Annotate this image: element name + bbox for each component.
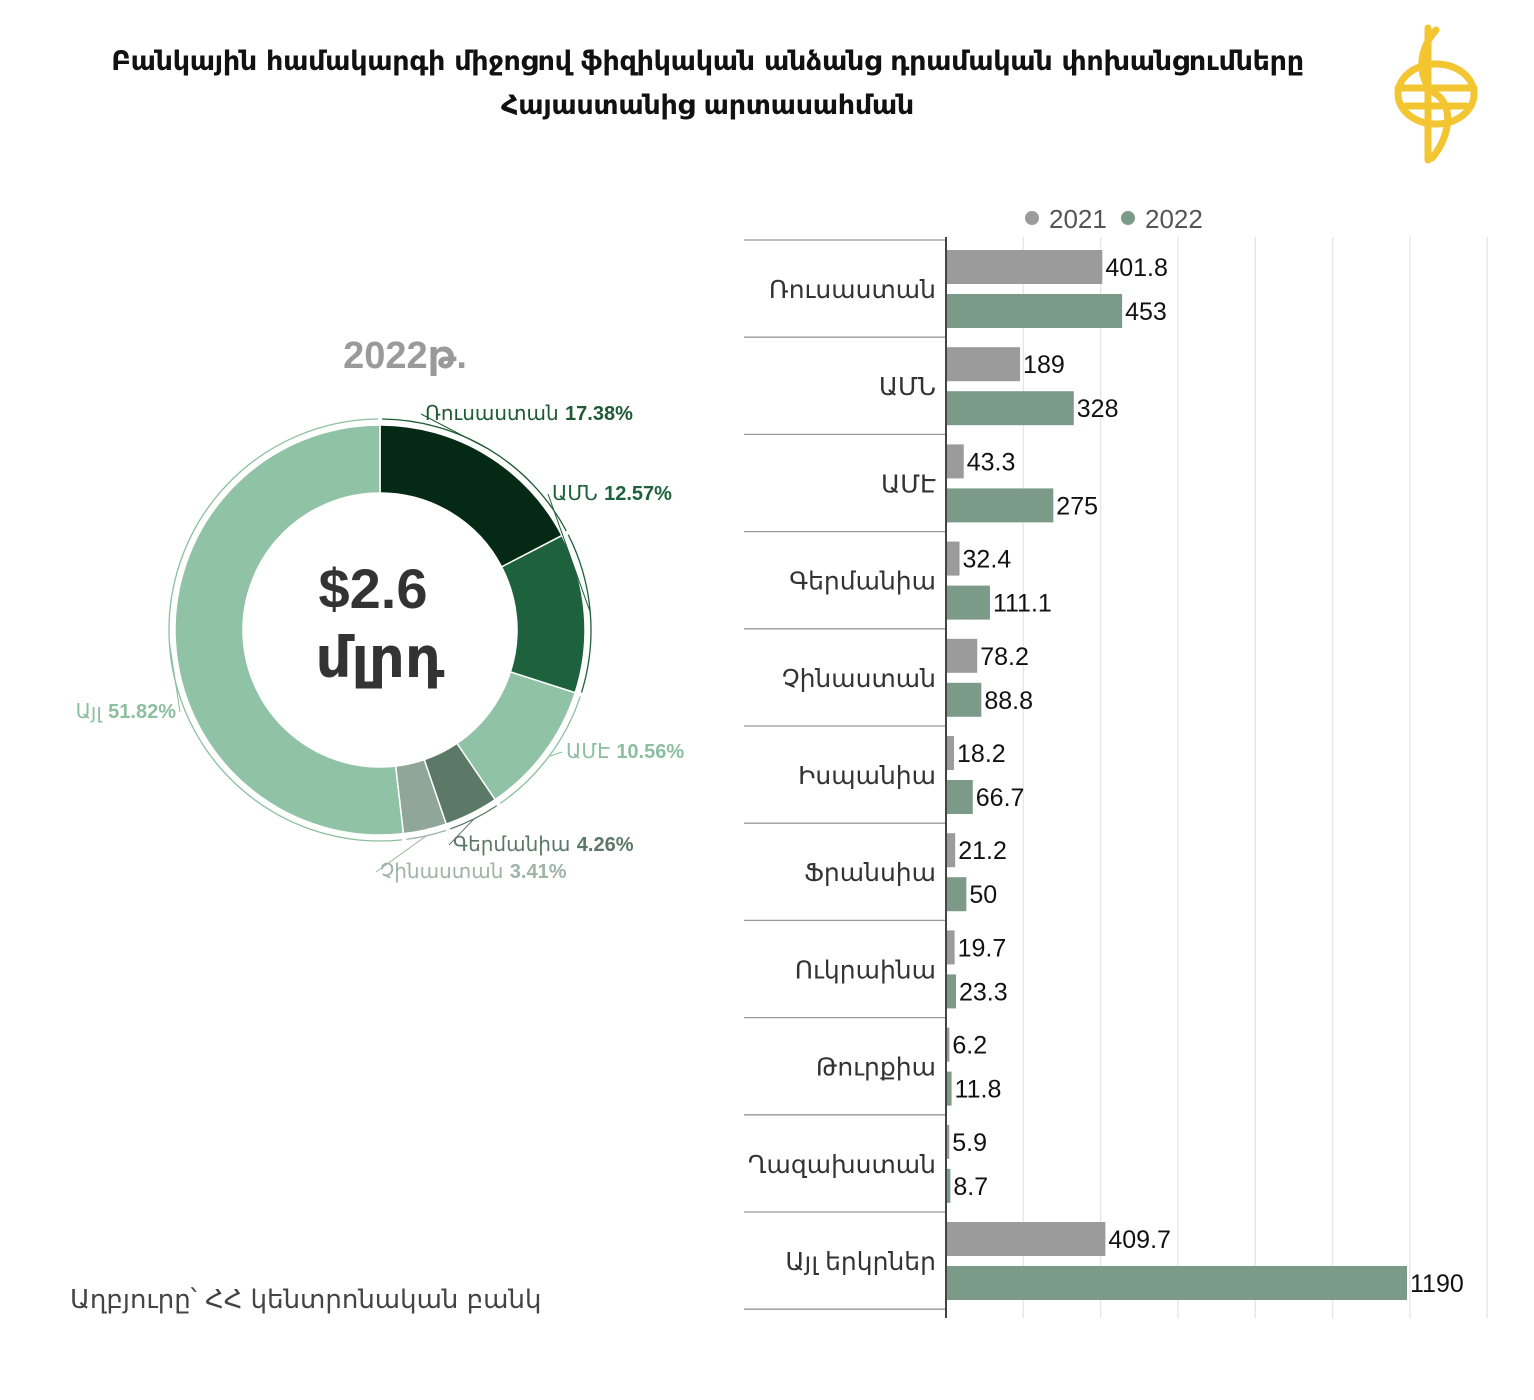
- bar-value-label: 275: [1056, 492, 1098, 520]
- donut-slice-label: ԱՄԷ 10.56%: [566, 739, 684, 763]
- donut-center-line-1: $2.6: [319, 557, 428, 620]
- donut-leader: [449, 805, 498, 830]
- bar-2022: [947, 877, 967, 912]
- bar-value-label: 401.8: [1105, 254, 1168, 282]
- bar-2021: [947, 736, 955, 770]
- bar-value-label: 453: [1125, 298, 1167, 326]
- chart-title: Բանկային համակարգի միջոցով ֆիզիկական անձ…: [0, 40, 1415, 128]
- category-label: Գերմանիա: [789, 568, 936, 596]
- donut-leader-line: [547, 493, 591, 613]
- bar-value-label: 6.2: [952, 1032, 987, 1060]
- donut-slice-label: Այլ 51.82%: [76, 699, 177, 723]
- legend-label: 2022: [1145, 204, 1203, 234]
- legend-swatch: [1121, 211, 1135, 225]
- bar-2021: [947, 1124, 950, 1159]
- bar-value-label: 88.8: [984, 687, 1033, 715]
- bar-2022: [947, 780, 973, 814]
- bar-2022: [947, 1168, 951, 1203]
- bar-value-label: 8.7: [953, 1173, 988, 1201]
- title-line-1: Բանկային համակարգի միջոցով ֆիզիկական անձ…: [111, 46, 1304, 77]
- bar-value-label: 11.8: [955, 1076, 1002, 1104]
- bar-value-label: 111.1: [993, 590, 1052, 618]
- donut-leader-line: [420, 413, 490, 451]
- donut-slice-label: Չինաստան 3.41%: [380, 859, 567, 883]
- logo-icon: [1394, 24, 1478, 164]
- donut-chart: 2022թ. Ռուսաստան 17.38% ԱՄՆ 12.57% ԱՄԷ 10.…: [76, 335, 685, 883]
- bar-2022: [947, 1071, 952, 1106]
- bar-value-label: 328: [1077, 395, 1119, 423]
- bar-2021: [947, 638, 978, 673]
- bar-chart: 2021 2022 Ռուսաստան ԱՄՆ ԱՄԷ Գերմանիա Չինաստան…: [744, 204, 1488, 1318]
- bar-2022: [947, 585, 990, 620]
- bar-2022: [947, 391, 1074, 426]
- bar-2021: [947, 1027, 950, 1062]
- legend-swatch: [1025, 211, 1039, 225]
- bar-value-label: 78.2: [980, 643, 1029, 671]
- donut-center-line-2: մլրդ: [316, 626, 445, 689]
- category-label: Ռուսաստան: [769, 276, 936, 304]
- bar-2021: [947, 833, 956, 868]
- title-line-2: Հայաստանից արտասահման: [501, 90, 914, 121]
- donut-leader-line: [448, 818, 475, 846]
- donut-leader-line: [168, 641, 181, 713]
- bar-2022: [947, 682, 982, 717]
- bar-value-label: 23.3: [959, 978, 1008, 1006]
- bar-value-label: 19.7: [958, 934, 1007, 962]
- bar-value-label: 21.2: [958, 837, 1007, 865]
- bar-2021: [947, 930, 955, 965]
- bar-2021: [947, 347, 1021, 382]
- category-label: ԱՄՆ: [879, 373, 936, 401]
- source-note: Աղբյուրը՝ ՀՀ կենտրոնական բանկ: [70, 1285, 542, 1315]
- bar-2022: [947, 294, 1123, 328]
- donut-slice: [174, 424, 405, 836]
- category-label: Իսպանիա: [798, 762, 936, 790]
- bar-2021: [947, 1222, 1106, 1256]
- category-label: Այլ երկրներ: [785, 1248, 936, 1276]
- donut-leader-line: [375, 835, 427, 873]
- bar-2021: [947, 250, 1103, 284]
- bar-2021: [947, 444, 964, 479]
- category-label: Ուկրաինա: [795, 956, 936, 984]
- bar-value-label: 5.9: [952, 1129, 987, 1157]
- donut-slice-label: Գերմանիա 4.26%: [453, 832, 634, 856]
- donut-slice-label: Ռուսաստան 17.38%: [425, 401, 633, 425]
- bar-2022: [947, 974, 957, 1009]
- donut-leader-line: [548, 751, 563, 757]
- bar-value-label: 18.2: [957, 740, 1006, 768]
- bar-value-label: 32.4: [963, 546, 1012, 574]
- donut-slice-label: ԱՄՆ 12.57%: [552, 481, 672, 505]
- category-label: Թուրքիա: [816, 1054, 936, 1082]
- category-label: Չինաստան: [782, 665, 936, 693]
- bar-value-label: 189: [1023, 351, 1065, 379]
- bar-value-label: 1190: [1410, 1270, 1464, 1298]
- bar-2022: [947, 1266, 1407, 1300]
- category-label: Ղազախստան: [748, 1151, 936, 1179]
- legend-label: 2021: [1049, 204, 1107, 234]
- bar-value-label: 409.7: [1108, 1226, 1171, 1254]
- bar-value-label: 66.7: [976, 784, 1025, 812]
- category-label: ԱՄԷ: [881, 470, 936, 498]
- bar-2022: [947, 488, 1054, 523]
- bar-value-label: 50: [969, 881, 997, 909]
- bar-value-label: 43.3: [967, 448, 1016, 476]
- bar-2021: [947, 541, 960, 576]
- category-label: Ֆրանսիա: [804, 859, 936, 887]
- donut-title: 2022թ.: [343, 335, 467, 377]
- donut-slice: [379, 424, 563, 568]
